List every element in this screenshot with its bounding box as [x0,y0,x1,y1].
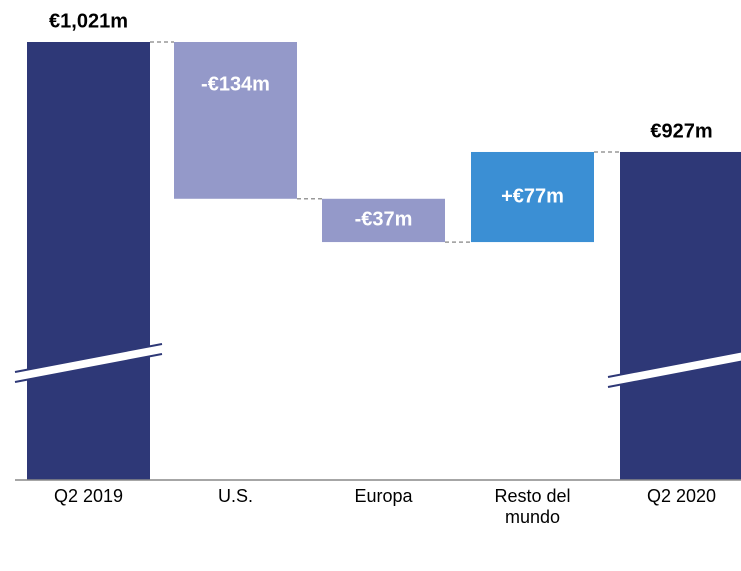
axis-break [15,344,162,382]
bar [27,42,150,480]
bar [471,151,594,243]
axis-break [608,351,741,387]
x-tick-label: Q2 2020 [646,486,717,506]
axis-break-line [14,353,163,383]
x-tick-label: U.S. [217,486,253,506]
bar [174,42,297,199]
x-tick-label: Resto del mundo [494,486,571,527]
x-tick-label: Europa [354,486,413,506]
axis-break-line [607,350,741,378]
value-label: +€77m [501,185,564,207]
axis-break-line [14,343,163,373]
value-label: -€134m [201,74,270,96]
bar [322,198,445,243]
x-tick-label: Q2 2019 [53,486,124,506]
value-label: €1,021m [49,10,128,32]
value-label: €927m [650,120,712,142]
value-label: -€37m [355,209,413,231]
bar [620,151,741,481]
axis-break-line [607,360,741,388]
